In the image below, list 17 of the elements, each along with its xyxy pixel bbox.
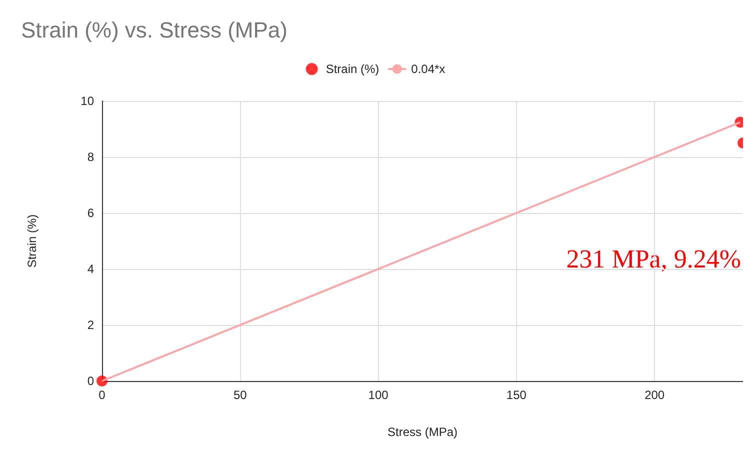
y-tick-label: 2 [87, 318, 94, 332]
y-tick-label: 0 [87, 374, 94, 388]
chart-title: Strain (%) vs. Stress (MPa) [21, 18, 288, 42]
annotation: 231 MPa, 9.24% [566, 244, 742, 274]
y-tick-label: 8 [87, 150, 94, 164]
x-axis-title: Stress (MPa) [387, 425, 458, 439]
y-tick-label: 4 [87, 262, 94, 276]
x-tick-label: 50 [233, 388, 248, 402]
legend-label: 0.04*x [411, 62, 446, 76]
legend-label: Strain (%) [326, 62, 380, 76]
y-tick-label: 10 [80, 94, 94, 108]
x-tick-label: 0 [98, 388, 106, 402]
y-axis-title: Strain (%) [25, 214, 39, 268]
x-tick-label: 150 [506, 388, 527, 402]
x-tick-label: 200 [644, 388, 665, 402]
x-tick-label: 100 [368, 388, 389, 402]
y-tick-label: 6 [87, 206, 94, 220]
